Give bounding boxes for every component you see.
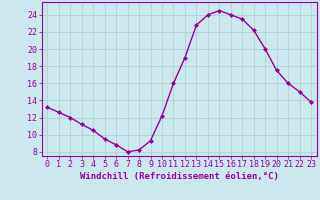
X-axis label: Windchill (Refroidissement éolien,°C): Windchill (Refroidissement éolien,°C) <box>80 172 279 181</box>
